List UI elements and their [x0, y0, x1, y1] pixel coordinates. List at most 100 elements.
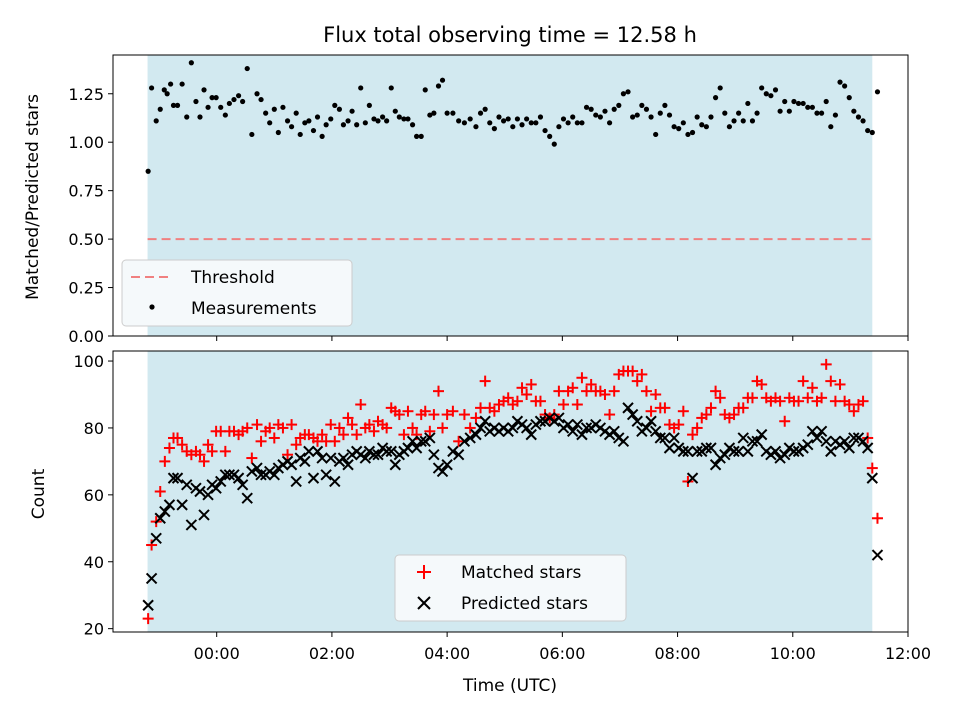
matched-star-point	[402, 405, 414, 417]
measurement-point	[249, 131, 255, 138]
predicted-star-point	[307, 472, 320, 484]
predicted-star-point	[385, 445, 397, 458]
x-tick-label: 04:00	[424, 644, 470, 663]
predicted-star-point	[553, 412, 565, 424]
measurement-point	[749, 118, 756, 124]
matched-star-point	[176, 439, 188, 451]
predicted-star-point	[838, 435, 851, 448]
measurement-point	[482, 106, 488, 112]
measurement-point	[731, 118, 737, 124]
predicted-star-point	[406, 435, 419, 448]
predicted-star-point	[337, 452, 350, 464]
predicted-star-point	[154, 512, 166, 524]
bottom-y-tick-label: 20	[84, 620, 104, 639]
measurement-point	[332, 102, 338, 108]
matched-star-point	[871, 512, 883, 524]
predicted-star-point	[436, 465, 449, 478]
predicted-star-point	[232, 472, 245, 484]
predicted-star-point	[677, 445, 690, 458]
measurement-point	[740, 118, 746, 124]
x-tick-label: 02:00	[309, 644, 355, 663]
threshold-legend-label: Threshold	[190, 268, 275, 288]
x-tick-label: 08:00	[655, 644, 701, 663]
measurement-point	[297, 131, 303, 138]
measurements-legend-marker	[149, 304, 155, 310]
matched-star-point	[277, 422, 289, 434]
measurement-point	[653, 131, 659, 138]
matched-star-point	[432, 385, 444, 397]
measurement-point	[542, 127, 548, 134]
predicted-star-point	[447, 445, 459, 458]
matched-star-point	[756, 378, 768, 390]
matched-star-point	[419, 405, 431, 417]
measurement-point	[842, 83, 848, 89]
measurement-point	[579, 120, 585, 126]
measurement-point	[570, 114, 576, 120]
measurement-point	[786, 108, 792, 114]
matched-star-point	[779, 415, 791, 427]
measurement-point	[625, 89, 631, 95]
measurements-legend-label: Measurements	[191, 299, 317, 319]
matched-star-point	[428, 409, 440, 421]
matched-star-point	[146, 539, 158, 551]
measurement-point	[254, 91, 260, 97]
measurement-point	[184, 114, 190, 120]
matched-star-point	[282, 449, 294, 461]
matched-star-point	[774, 395, 786, 407]
matched-star-point	[194, 449, 206, 461]
matched-star-point	[659, 402, 671, 414]
x-tick-label: 06:00	[539, 644, 585, 663]
matched-star-point	[843, 399, 855, 411]
matched-star-point	[806, 382, 818, 394]
matched-star-point	[172, 432, 184, 444]
predicted-star-point	[464, 432, 476, 444]
matched-star-point	[206, 445, 218, 457]
matched-star-point	[154, 486, 166, 497]
predicted-legend-marker	[417, 596, 431, 610]
matched-star-point	[700, 409, 712, 421]
predicted-star-point	[691, 445, 703, 458]
measurement-point	[439, 77, 446, 83]
measurement-point	[537, 114, 544, 120]
predicted-star-point	[659, 432, 671, 444]
measurement-point	[528, 120, 534, 126]
matched-star-point	[705, 402, 717, 414]
measurement-point	[461, 120, 468, 126]
measurement-point	[231, 96, 237, 103]
measurement-point	[161, 87, 167, 93]
matched-star-point	[848, 405, 860, 417]
measurement-point	[611, 106, 617, 112]
measurement-point	[323, 122, 329, 128]
predicted-star-point	[779, 448, 791, 461]
measurement-point	[510, 124, 516, 130]
predicted-star-point	[746, 435, 759, 448]
matched-star-point	[255, 435, 267, 447]
measurement-point	[671, 124, 677, 130]
predicted-star-point	[145, 572, 158, 585]
predicted-star-point	[663, 442, 676, 454]
matched-star-point	[677, 405, 689, 417]
measurement-point	[153, 118, 159, 124]
measurement-point	[354, 122, 360, 128]
predicted-star-point	[424, 432, 436, 444]
top-y-tick-label: 1.00	[68, 133, 104, 152]
measurement-point	[409, 122, 416, 128]
matched-star-point	[198, 455, 210, 467]
predicted-star-point	[806, 425, 819, 437]
measurement-point	[148, 85, 155, 91]
measurement-point	[349, 108, 355, 114]
matched-star-point	[737, 402, 749, 414]
predicted-star-point	[686, 472, 699, 484]
measurement-point	[763, 91, 769, 97]
predicted-star-point	[525, 428, 537, 441]
predicted-star-point	[700, 442, 713, 454]
matched-star-point	[802, 392, 814, 404]
measurement-point	[666, 112, 673, 118]
matched-legend-label: Matched stars	[461, 563, 581, 583]
matched-star-point	[571, 399, 583, 411]
matched-star-point	[381, 422, 393, 434]
measurement-point	[616, 102, 622, 108]
measurement-point	[244, 65, 250, 72]
measurement-point	[795, 100, 802, 107]
measurement-point	[832, 112, 839, 118]
